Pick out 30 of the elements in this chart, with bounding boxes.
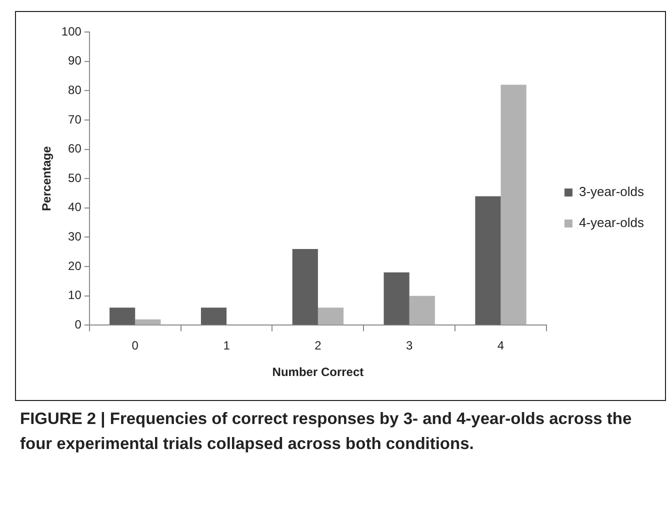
x-tick-label: 0 (132, 338, 139, 353)
bar (135, 319, 161, 325)
y-tick-label: 50 (68, 170, 82, 185)
y-tick-label: 10 (68, 288, 82, 302)
y-tick-label: 30 (68, 230, 82, 244)
bar (475, 196, 501, 325)
bar (292, 248, 318, 325)
y-tick-label: 40 (68, 200, 82, 214)
x-tick-label: 3 (406, 338, 414, 353)
bar (384, 272, 410, 325)
bar (318, 308, 344, 325)
x-tick-label: 2 (314, 338, 322, 353)
caption: FIGURE 2 | Frequencies of correct responses by 3- and 4-year-olds across the four experimental trials collapsed across both conditions. (20, 409, 633, 455)
x-tick-label: 1 (223, 338, 230, 353)
y-tick-label: 60 (68, 142, 82, 156)
y-tick-label: 90 (68, 54, 82, 68)
y-tick-label: 20 (68, 258, 82, 273)
y-axis-title: Percentage (40, 146, 54, 211)
bar (500, 84, 526, 325)
legend-label: 4-year-olds (578, 215, 644, 230)
x-axis-title: Number Correct (272, 365, 364, 380)
x-tick-label: 4 (497, 338, 504, 353)
bar (409, 296, 435, 325)
legend-label: 3-year-olds (578, 184, 644, 200)
y-tick-label: 70 (68, 112, 82, 126)
y-tick-label: 100 (61, 24, 82, 38)
bar (200, 308, 227, 325)
y-tick-label: 80 (68, 82, 82, 97)
y-tick-label: 0 (74, 318, 82, 332)
bar (110, 308, 136, 325)
